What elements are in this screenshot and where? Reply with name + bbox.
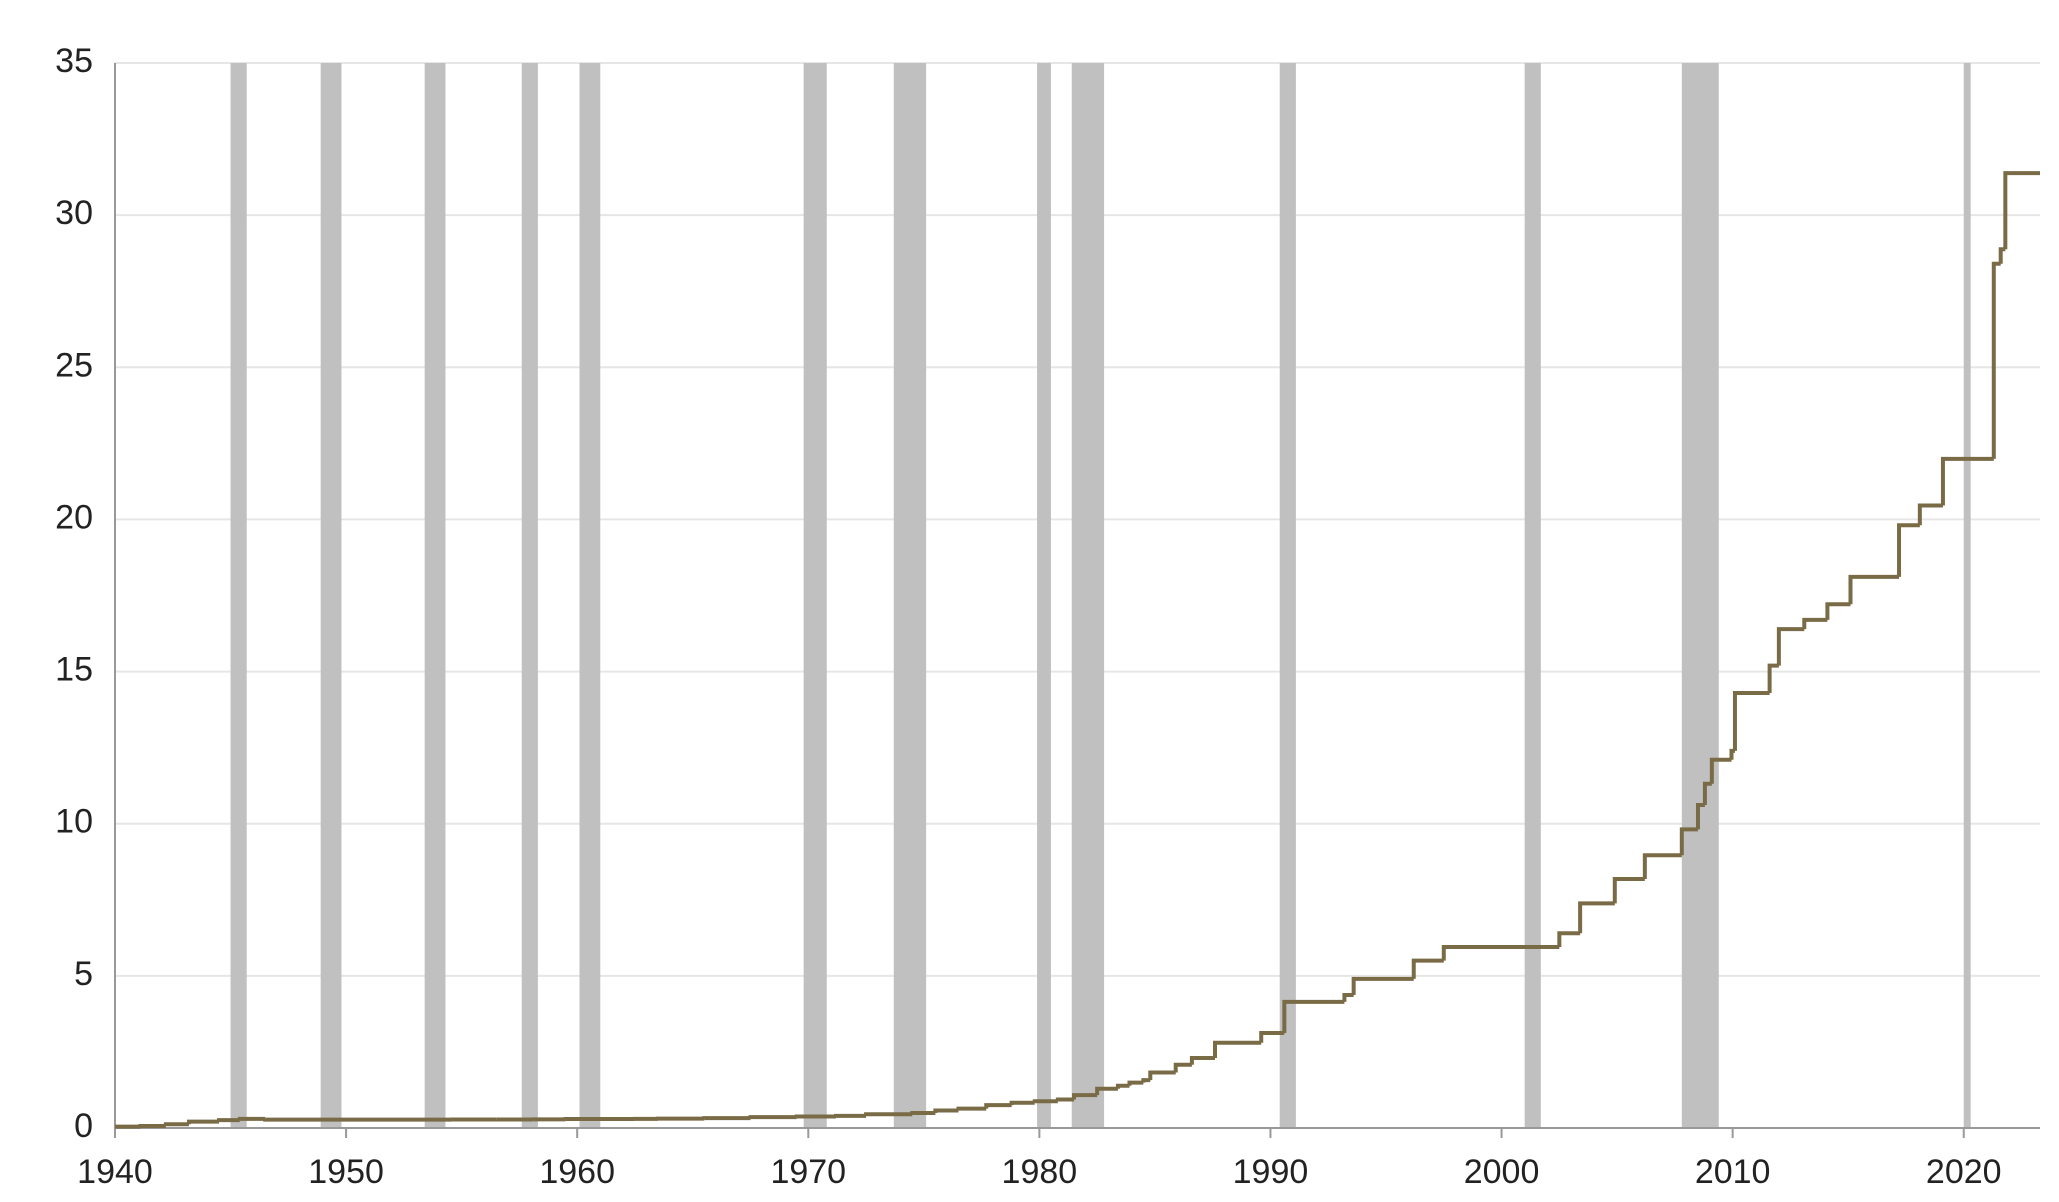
recession-band <box>893 63 927 1128</box>
x-tick-label: 1990 <box>1233 1153 1309 1191</box>
recession-band <box>1963 63 1971 1128</box>
recession-band <box>579 63 601 1128</box>
step-segment <box>1767 663 1779 694</box>
y-tick-label: 5 <box>74 955 93 993</box>
step-segment <box>237 1116 266 1121</box>
step-segment <box>933 1108 959 1113</box>
step-segment <box>1072 1093 1098 1100</box>
step-segment <box>1351 976 1414 996</box>
step-segment <box>834 1113 867 1118</box>
y-tick-label: 20 <box>55 498 93 536</box>
step-segment <box>956 1106 987 1111</box>
x-tick-label: 2000 <box>1464 1153 1540 1191</box>
step-segment <box>1776 627 1805 666</box>
y-tick-label: 0 <box>74 1107 93 1145</box>
step-segment <box>1115 1083 1130 1089</box>
step-segment <box>1411 958 1444 979</box>
step-segment <box>1282 999 1345 1033</box>
x-tick-label: 1960 <box>539 1153 615 1191</box>
step-segment <box>794 1114 837 1119</box>
step-segment <box>1009 1100 1035 1106</box>
step-segment <box>1095 1086 1118 1096</box>
step-segment <box>1141 1078 1151 1083</box>
y-tick-label: 10 <box>55 803 93 841</box>
step-segment <box>1897 523 1920 577</box>
step-segment <box>1578 901 1615 934</box>
step-segment <box>1998 247 2006 264</box>
step-segment <box>138 1124 166 1129</box>
recession-band <box>1524 63 1541 1128</box>
recession-band <box>320 63 342 1128</box>
step-segment <box>1991 261 2001 459</box>
step-segment <box>1729 748 1735 760</box>
step-segment <box>910 1110 936 1115</box>
x-tick-label: 1970 <box>770 1153 846 1191</box>
step-segment <box>1032 1099 1058 1104</box>
step-segment <box>1557 931 1581 947</box>
recession-band <box>424 63 446 1128</box>
step-segment <box>864 1112 913 1117</box>
x-tick-label: 1950 <box>308 1153 384 1191</box>
step-segment <box>216 1118 240 1123</box>
step-segment <box>1848 574 1900 605</box>
recession-band <box>1681 63 1719 1128</box>
step-segment <box>1189 1056 1215 1065</box>
step-segment <box>1702 781 1712 806</box>
step-segment <box>702 1116 751 1121</box>
step-segment <box>2003 171 2040 250</box>
step-segment <box>1917 503 1943 526</box>
x-tick-label: 1940 <box>77 1153 153 1191</box>
recession-band <box>803 63 827 1128</box>
step-segment <box>1259 1030 1285 1043</box>
step-segment <box>263 1117 453 1122</box>
step-segment <box>984 1103 1012 1109</box>
step-segment <box>1148 1070 1176 1081</box>
step-segment <box>1342 993 1354 1002</box>
step-segment <box>1612 876 1645 904</box>
step-segment <box>1441 944 1560 961</box>
step-segment <box>186 1119 219 1125</box>
y-tick-label: 30 <box>55 194 93 232</box>
step-segment <box>1213 1040 1262 1059</box>
y-tick-label: 35 <box>55 42 93 80</box>
step-segment <box>1695 803 1705 830</box>
x-tick-label: 1980 <box>1002 1153 1078 1191</box>
x-tick-label: 2010 <box>1695 1153 1771 1191</box>
y-tick-label: 25 <box>55 346 93 384</box>
step-segment <box>1679 827 1698 856</box>
step-segment <box>1802 617 1828 630</box>
step-segment <box>748 1115 797 1120</box>
recession-band <box>1037 63 1051 1128</box>
recession-band <box>521 63 538 1128</box>
step-segment <box>1642 853 1682 879</box>
x-tick-label: 2020 <box>1926 1153 2002 1191</box>
step-segment <box>163 1122 189 1127</box>
step-segment <box>1127 1080 1144 1086</box>
step-segment <box>1825 602 1851 620</box>
recession-band <box>1071 63 1105 1128</box>
step-segment <box>1173 1062 1192 1073</box>
step-segment <box>1055 1097 1075 1102</box>
y-tick-label: 15 <box>55 651 93 689</box>
step-segment <box>1709 757 1732 784</box>
step-segment <box>1940 456 1994 506</box>
step-segment <box>1732 691 1770 751</box>
recession-band <box>1279 63 1296 1128</box>
recession-band <box>230 63 247 1128</box>
